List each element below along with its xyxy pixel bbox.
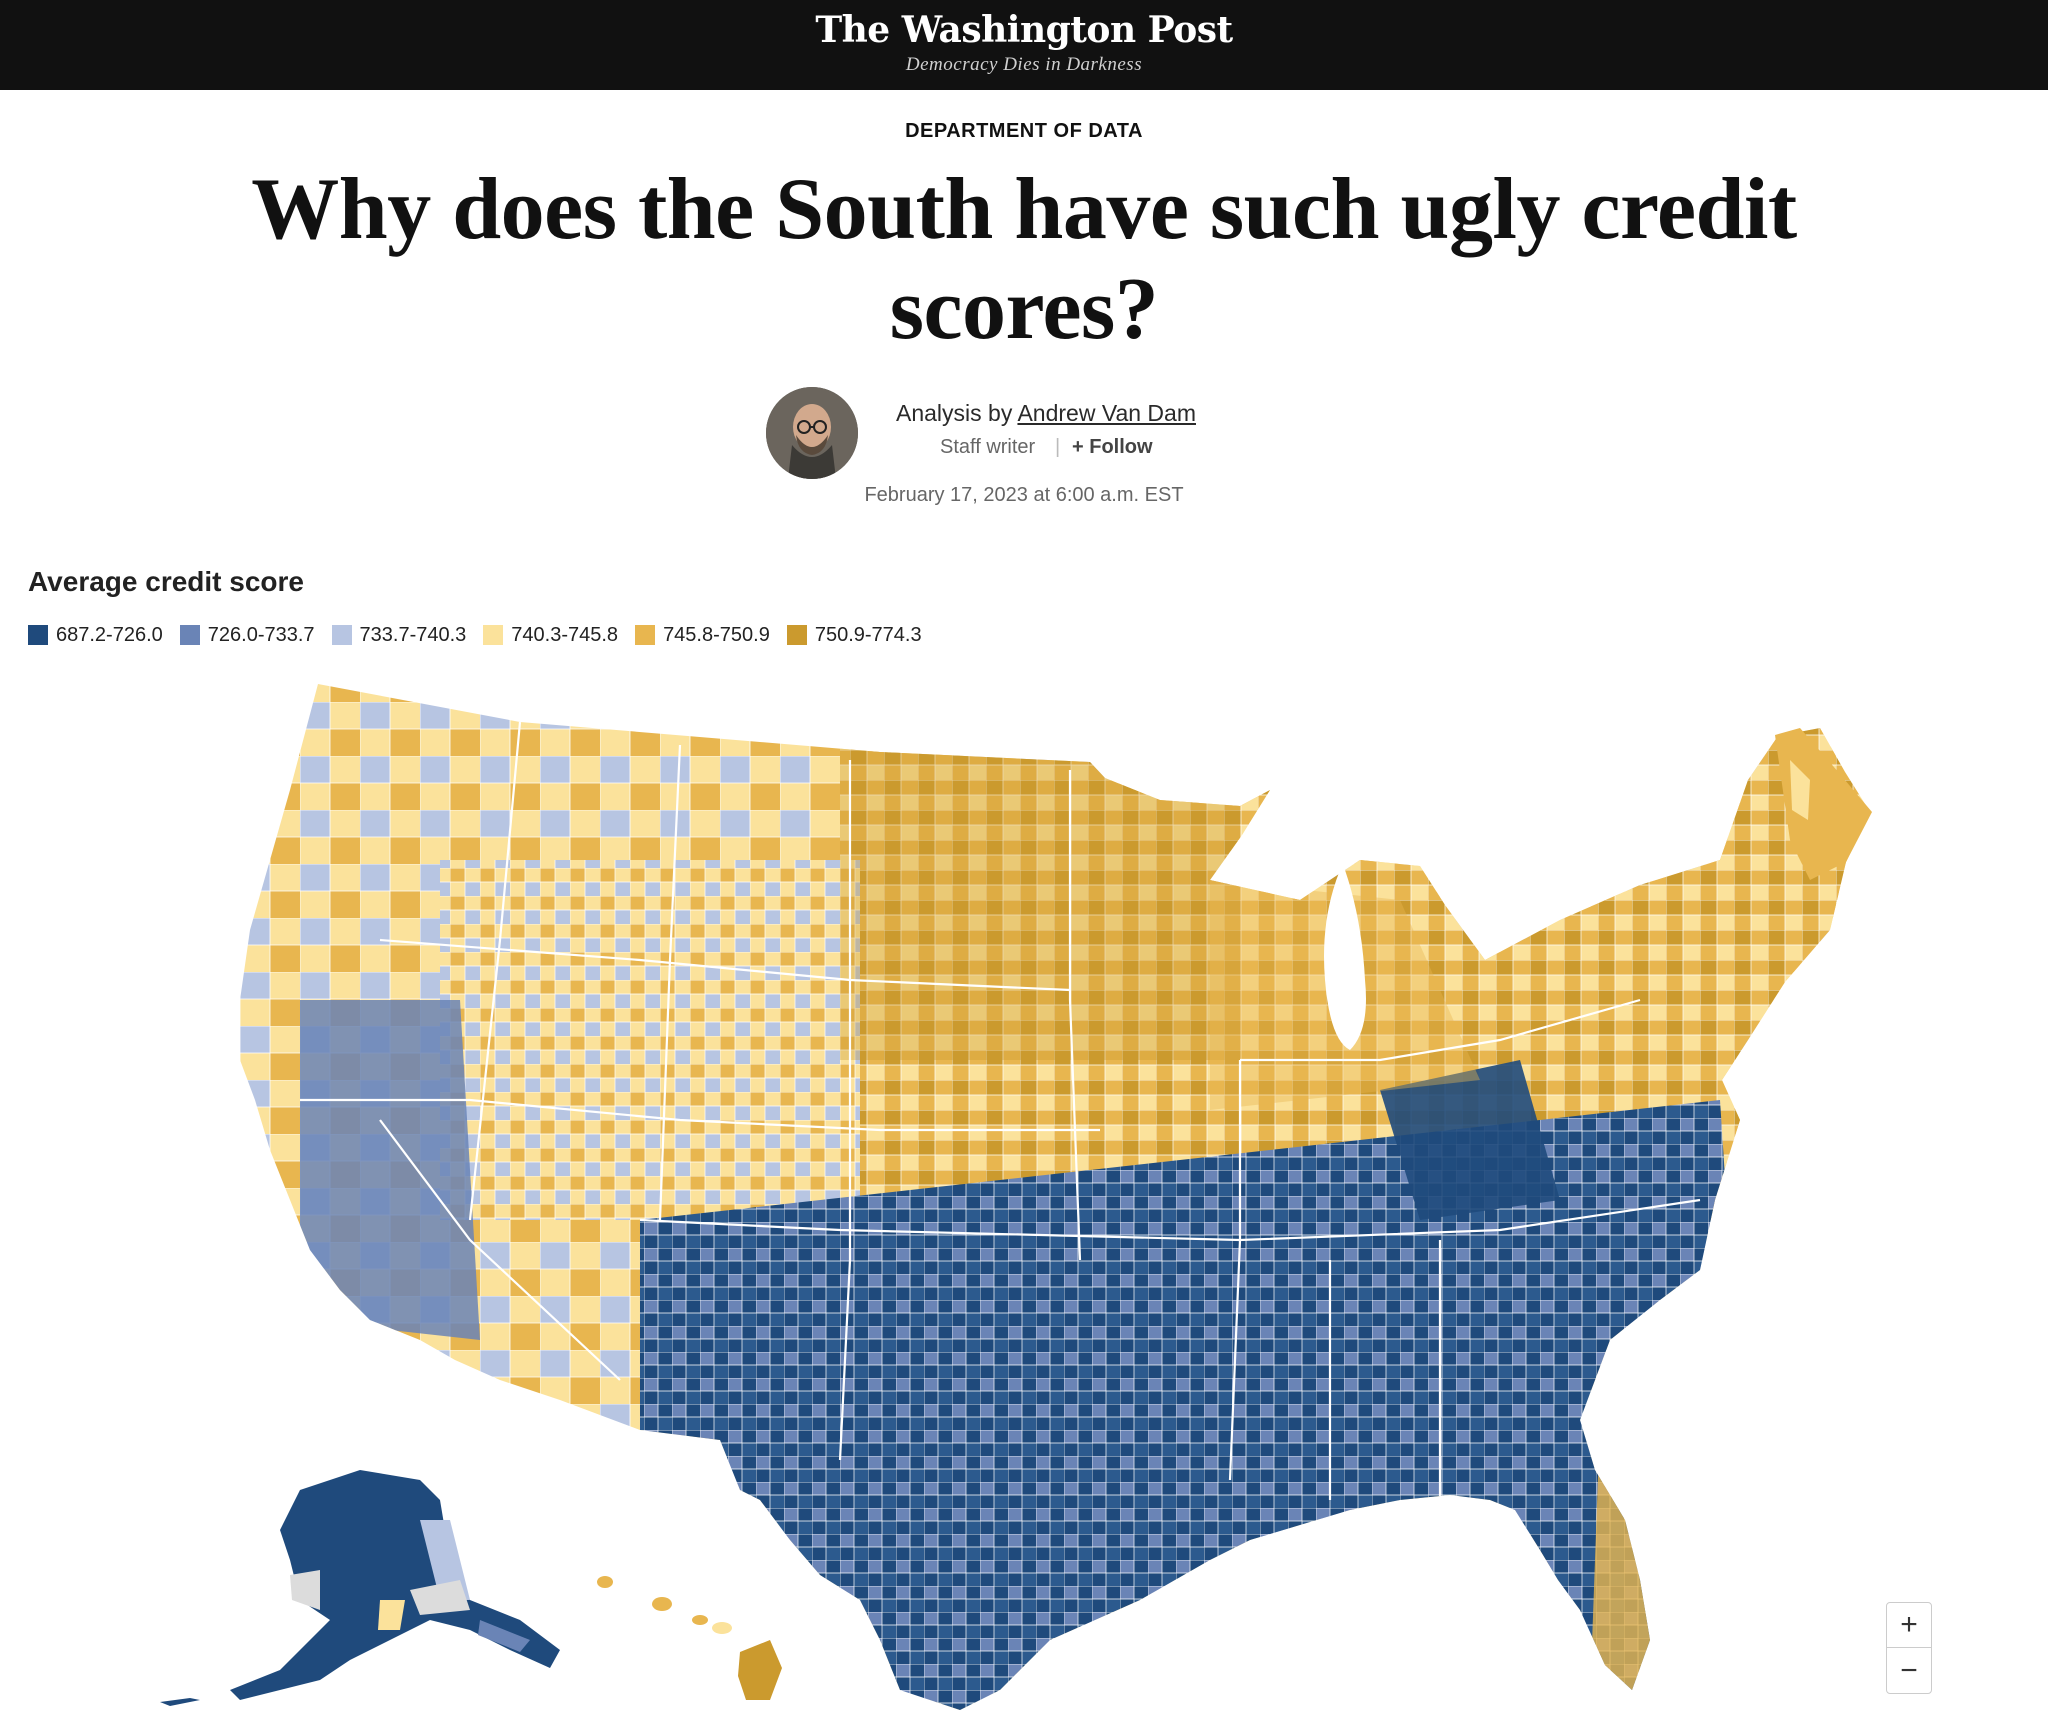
legend-label: 745.8-750.9: [663, 623, 770, 646]
plains-region[interactable]: [840, 700, 1240, 1060]
publish-date: February 17, 2023 at 6:00 a.m. EST: [864, 484, 1184, 506]
legend-label: 740.3-745.8: [511, 623, 619, 646]
zoom-in-button[interactable]: +: [1887, 1603, 1931, 1648]
legend-item: 687.2-726.0: [28, 622, 163, 648]
masthead-logo[interactable]: The Washington Post: [815, 9, 1233, 51]
zoom-out-button[interactable]: −: [1900, 1653, 1918, 1687]
zoom-controls: + −: [1886, 1602, 1932, 1694]
map-legend: 687.2-726.0 726.0-733.7 733.7-740.3 740.…: [28, 622, 939, 648]
florida-coast-region[interactable]: [1590, 1420, 1660, 1700]
legend-item: 740.3-745.8: [483, 622, 618, 648]
author-avatar[interactable]: [766, 387, 858, 479]
author-photo: [766, 387, 858, 479]
legend-swatch: [28, 625, 48, 645]
legend-swatch: [786, 625, 807, 645]
byline: Analysis by Andrew Van Dam: [896, 400, 1196, 427]
legend-item: 733.7-740.3: [331, 622, 467, 648]
follow-button[interactable]: + Follow: [1072, 436, 1153, 458]
legend-item: 726.0-733.7: [179, 622, 315, 648]
top-navigation-bar: The Washington Post Democracy Dies in Da…: [0, 0, 2048, 90]
legend-label: 750.9-774.3: [814, 623, 922, 646]
hawaii[interactable]: [597, 1576, 782, 1700]
byline-prefix: Analysis by: [896, 400, 1013, 426]
legend-label: 687.2-726.0: [56, 623, 163, 646]
legend-swatch: [331, 625, 352, 645]
contiguous-us[interactable]: [230, 670, 1900, 1720]
legend-swatch: [635, 625, 656, 645]
mountain-region[interactable]: [440, 860, 860, 1220]
chart-title: Average credit score: [28, 566, 304, 597]
section-kicker[interactable]: DEPARTMENT OF DATA: [905, 120, 1143, 142]
state-borders: [300, 721, 1701, 1500]
legend-label: 726.0-733.7: [207, 623, 315, 646]
alaska[interactable]: [160, 1470, 560, 1706]
byline-separator: |: [1055, 436, 1061, 458]
county-choropleth-map[interactable]: [0, 660, 2048, 1720]
maine[interactable]: [1775, 728, 1872, 880]
legend-swatch: [179, 625, 200, 645]
lake-michigan: [1324, 870, 1366, 1050]
author-link[interactable]: Andrew Van Dam: [1017, 400, 1196, 426]
legend-label: 733.7-740.3: [359, 623, 467, 646]
kentucky-region[interactable]: [1380, 1060, 1560, 1220]
legend-item: 745.8-750.9: [635, 622, 770, 648]
maine-county[interactable]: [1790, 760, 1810, 820]
legend-swatch: [483, 625, 504, 645]
legend-item: 750.9-774.3: [786, 622, 922, 648]
author-role: Staff writer: [940, 436, 1036, 458]
nevada-california-region[interactable]: [300, 1000, 480, 1340]
article-headline: Why does the South have such ugly credit…: [251, 161, 1797, 358]
tagline: Democracy Dies in Darkness: [905, 54, 1143, 75]
